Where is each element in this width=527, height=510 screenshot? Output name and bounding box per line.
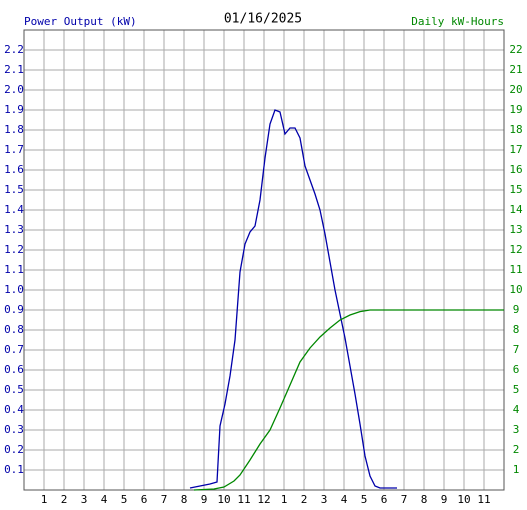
- y-tick-label: 0.6: [4, 363, 24, 376]
- y-tick-label: 1.7: [4, 143, 24, 156]
- y-tick-label: 0.3: [4, 423, 24, 436]
- y2-tick-label: 18: [509, 123, 522, 136]
- x-tick-label: 6: [381, 493, 388, 506]
- y-tick-label: 1.3: [4, 223, 24, 236]
- y2-tick-label: 12: [509, 243, 522, 256]
- x-tick-label: 2: [61, 493, 68, 506]
- y2-tick-label: 3: [513, 423, 520, 436]
- y-tick-label: 0.7: [4, 343, 24, 356]
- x-tick-label: 10: [217, 493, 230, 506]
- x-tick-label: 8: [421, 493, 428, 506]
- y2-tick-label: 8: [513, 323, 520, 336]
- x-tick-label: 2: [301, 493, 308, 506]
- y2-tick-label: 2: [513, 443, 520, 456]
- x-tick-label: 6: [141, 493, 148, 506]
- y2-tick-label: 21: [509, 63, 522, 76]
- x-tick-label: 11: [477, 493, 490, 506]
- plot-border: [23, 29, 505, 491]
- x-tick-label: 9: [201, 493, 208, 506]
- y-tick-label: 1.2: [4, 243, 24, 256]
- y2-tick-label: 9: [513, 303, 520, 316]
- x-tick-label: 12: [257, 493, 270, 506]
- x-tick-label: 3: [321, 493, 328, 506]
- series-line: [193, 309, 504, 491]
- y-tick-label: 2.1: [4, 63, 24, 76]
- y2-tick-label: 1: [513, 463, 520, 476]
- y-tick-label: 1.5: [4, 183, 24, 196]
- y-tick-label: 0.9: [4, 303, 24, 316]
- y2-tick-label: 22: [509, 43, 522, 56]
- x-tick-label: 4: [341, 493, 348, 506]
- chart-title: 01/16/2025: [224, 12, 302, 27]
- y-tick-label: 1.6: [4, 163, 24, 176]
- y-tick-label: 2.2: [4, 43, 24, 56]
- x-tick-label: 3: [81, 493, 88, 506]
- y2-tick-label: 16: [509, 163, 522, 176]
- y-tick-label: 0.2: [4, 443, 24, 456]
- y-tick-label: 1.8: [4, 123, 24, 136]
- x-tick-label: 7: [161, 493, 168, 506]
- x-tick-label: 5: [121, 493, 128, 506]
- y-tick-label: 1.1: [4, 263, 24, 276]
- x-tick-label: 11: [237, 493, 250, 506]
- y-tick-label: 1.9: [4, 103, 24, 116]
- y-tick-label: 2.0: [4, 83, 24, 96]
- y2-tick-label: 17: [509, 143, 522, 156]
- y2-tick-label: 15: [509, 183, 522, 196]
- x-tick-label: 4: [101, 493, 108, 506]
- y-tick-label: 0.5: [4, 383, 24, 396]
- x-tick-label: 5: [361, 493, 368, 506]
- y2-tick-label: 4: [513, 403, 520, 416]
- x-tick-label: 8: [181, 493, 188, 506]
- x-tick-label: 9: [441, 493, 448, 506]
- y-tick-label: 0.1: [4, 463, 24, 476]
- y-axis-label: Power Output (kW): [24, 15, 137, 28]
- y2-tick-label: 13: [509, 223, 522, 236]
- y-tick-label: 0.4: [4, 403, 24, 416]
- y2-tick-label: 20: [509, 83, 522, 96]
- y-tick-label: 0.8: [4, 323, 24, 336]
- y2-tick-label: 11: [509, 263, 522, 276]
- x-tick-label: 1: [41, 493, 48, 506]
- y-tick-label: 1.4: [4, 203, 24, 216]
- y2-tick-label: 5: [513, 383, 520, 396]
- y2-tick-label: 19: [509, 103, 522, 116]
- x-tick-label: 1: [281, 493, 288, 506]
- y-tick-label: 1.0: [4, 283, 24, 296]
- y2-tick-label: 6: [513, 363, 520, 376]
- x-tick-label: 7: [401, 493, 408, 506]
- y2-tick-label: 10: [509, 283, 522, 296]
- y2-tick-label: 14: [509, 203, 523, 216]
- series-line: [189, 109, 397, 489]
- y2-tick-label: 7: [513, 343, 520, 356]
- x-tick-label: 10: [457, 493, 470, 506]
- y2-axis-label: Daily kW-Hours: [411, 15, 504, 28]
